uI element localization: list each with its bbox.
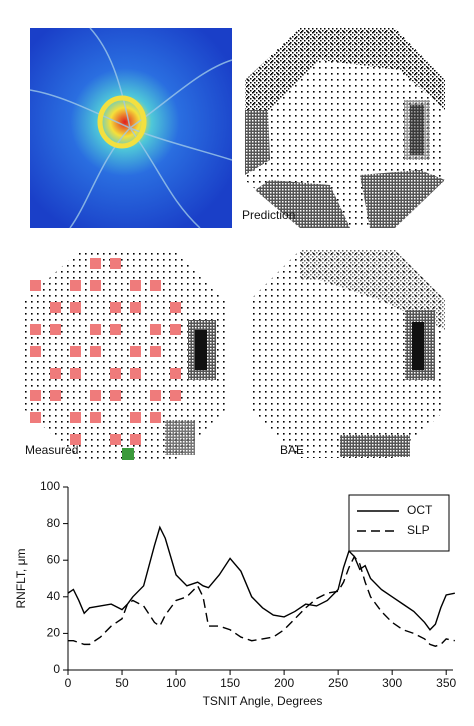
marker	[30, 390, 41, 401]
marker	[130, 368, 141, 379]
marker	[110, 390, 121, 401]
line-chart: 0 20 40 60 80 100 0 50 100 150 200 250 300 350 TSNIT A…	[14, 479, 456, 708]
panel-label: Measured	[25, 443, 78, 457]
y-tick-label: 20	[47, 626, 61, 640]
marker	[150, 412, 161, 423]
x-tick-label: 50	[115, 676, 129, 690]
panel-label: BAE	[280, 443, 304, 457]
marker	[30, 324, 41, 335]
marker	[90, 324, 101, 335]
marker	[70, 280, 81, 291]
legend-label: OCT	[407, 503, 433, 517]
marker	[110, 302, 121, 313]
marker	[130, 346, 141, 357]
marker	[150, 280, 161, 291]
marker	[90, 258, 101, 269]
x-tick-label: 100	[166, 676, 186, 690]
legend-label: SLP	[407, 523, 430, 537]
marker	[170, 324, 181, 335]
marker	[50, 390, 61, 401]
marker	[90, 346, 101, 357]
marker	[70, 434, 81, 445]
y-tick-label: 80	[47, 516, 61, 530]
marker	[90, 412, 101, 423]
marker	[70, 368, 81, 379]
x-tick-label: 200	[274, 676, 294, 690]
y-tick-label: 0	[53, 662, 60, 676]
marker	[50, 302, 61, 313]
y-axis-label: RNFLT, μm	[14, 548, 28, 608]
x-tick-label: 300	[382, 676, 402, 690]
marker	[90, 280, 101, 291]
x-tick-label: 0	[65, 676, 72, 690]
y-tick-label: 40	[47, 589, 61, 603]
marker	[70, 412, 81, 423]
marker	[110, 258, 121, 269]
panel-label: Prediction	[242, 208, 295, 222]
prediction-map	[245, 28, 445, 228]
marker	[30, 346, 41, 357]
marker	[130, 434, 141, 445]
bae-map	[250, 250, 445, 458]
marker	[70, 302, 81, 313]
x-tick-label: 150	[220, 676, 240, 690]
x-tick-label: 250	[328, 676, 348, 690]
marker	[170, 302, 181, 313]
marker	[130, 412, 141, 423]
marker	[50, 324, 61, 335]
marker	[30, 412, 41, 423]
marker	[110, 324, 121, 335]
marker	[110, 434, 121, 445]
marker	[130, 302, 141, 313]
marker	[150, 390, 161, 401]
data-line	[68, 555, 455, 647]
y-tick-label: 60	[47, 552, 61, 566]
marker	[70, 346, 81, 357]
marker	[30, 280, 41, 291]
measured-map	[25, 250, 225, 460]
legend-box	[348, 494, 450, 552]
marker	[90, 390, 101, 401]
y-tick-label: 100	[40, 479, 60, 493]
marker	[130, 280, 141, 291]
marker	[150, 324, 161, 335]
data-line	[67, 525, 455, 631]
heatmap-image	[29, 27, 233, 229]
x-axis-label: TSNIT Angle, Degrees	[203, 694, 323, 708]
x-tick-label: 350	[436, 676, 456, 690]
marker	[50, 368, 61, 379]
marker	[150, 346, 161, 357]
marker	[170, 368, 181, 379]
marker	[170, 390, 181, 401]
marker	[110, 368, 121, 379]
